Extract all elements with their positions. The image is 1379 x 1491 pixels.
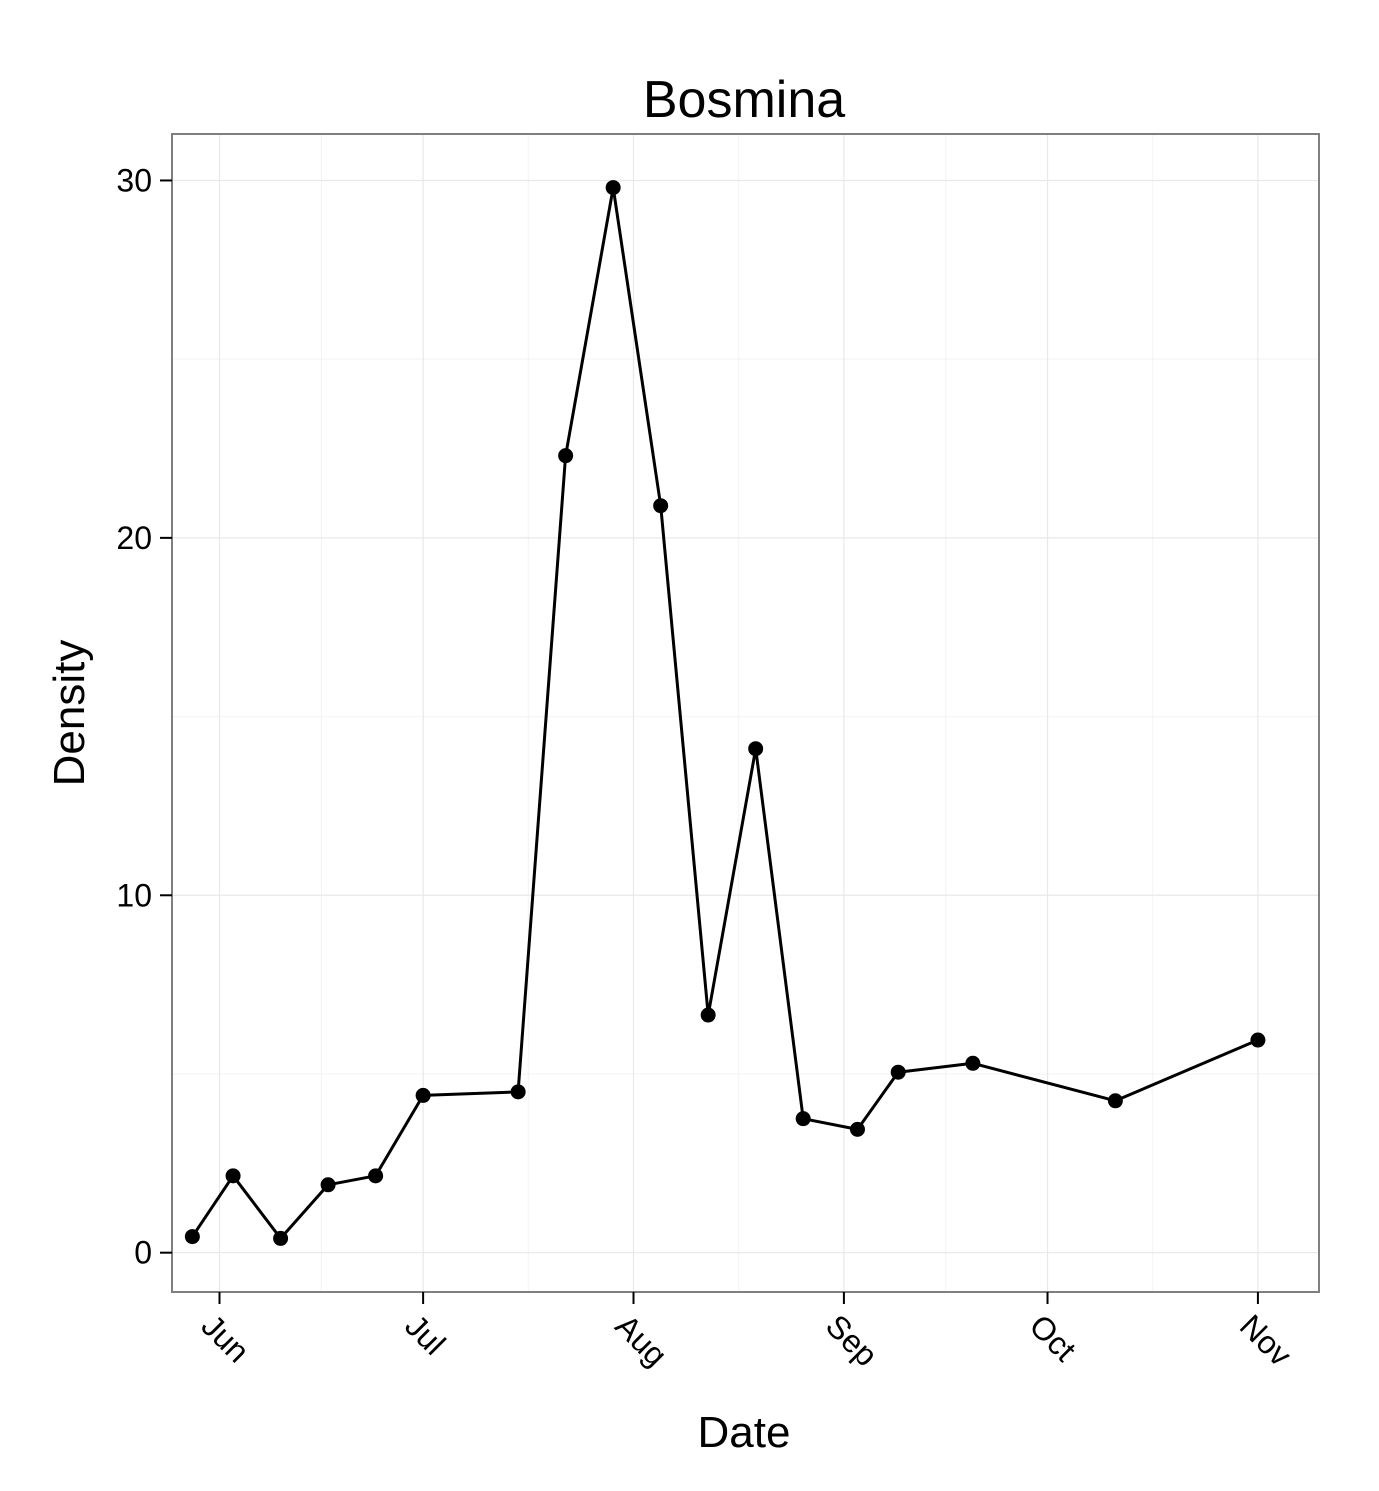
data-point (890, 1064, 906, 1080)
x-tick-label: Oct (1023, 1307, 1084, 1368)
series-line (191, 186, 1259, 1240)
x-tick-label: Nov (1233, 1307, 1299, 1373)
data-point (558, 448, 574, 464)
data-point (415, 1087, 431, 1103)
data-point (605, 180, 621, 196)
y-tick-label: 10 (116, 877, 152, 913)
x-tick-label: Aug (609, 1307, 675, 1373)
plot-panel-border (171, 133, 1320, 1293)
data-point (1107, 1093, 1123, 1109)
data-point (653, 498, 669, 514)
x-tick-label: Sep (819, 1307, 885, 1373)
x-tick-label: Jul (398, 1307, 452, 1361)
grid-lines (172, 134, 1319, 1292)
x-tick-label: Jun (195, 1307, 257, 1369)
series-layer (184, 180, 1266, 1246)
data-point (273, 1230, 289, 1246)
y-tick-label: 20 (116, 520, 152, 556)
data-point (1250, 1032, 1266, 1048)
data-point (748, 741, 764, 757)
y-tick-label: 30 (116, 162, 152, 198)
data-point (700, 1007, 716, 1023)
data-point (849, 1121, 865, 1137)
data-point (225, 1168, 241, 1184)
axes: Jun Jul Aug Sep Oct Nov 0 10 20 30 (116, 162, 1298, 1373)
data-point (184, 1229, 200, 1245)
data-point (795, 1111, 811, 1127)
data-point (510, 1084, 526, 1100)
data-point (965, 1055, 981, 1071)
data-point (320, 1177, 336, 1193)
chart-title: Bosmina (643, 71, 845, 129)
y-axis-label: Density (45, 640, 94, 787)
x-axis-label: Date (698, 1408, 791, 1457)
y-tick-label: 0 (134, 1235, 152, 1271)
data-point (368, 1168, 384, 1184)
